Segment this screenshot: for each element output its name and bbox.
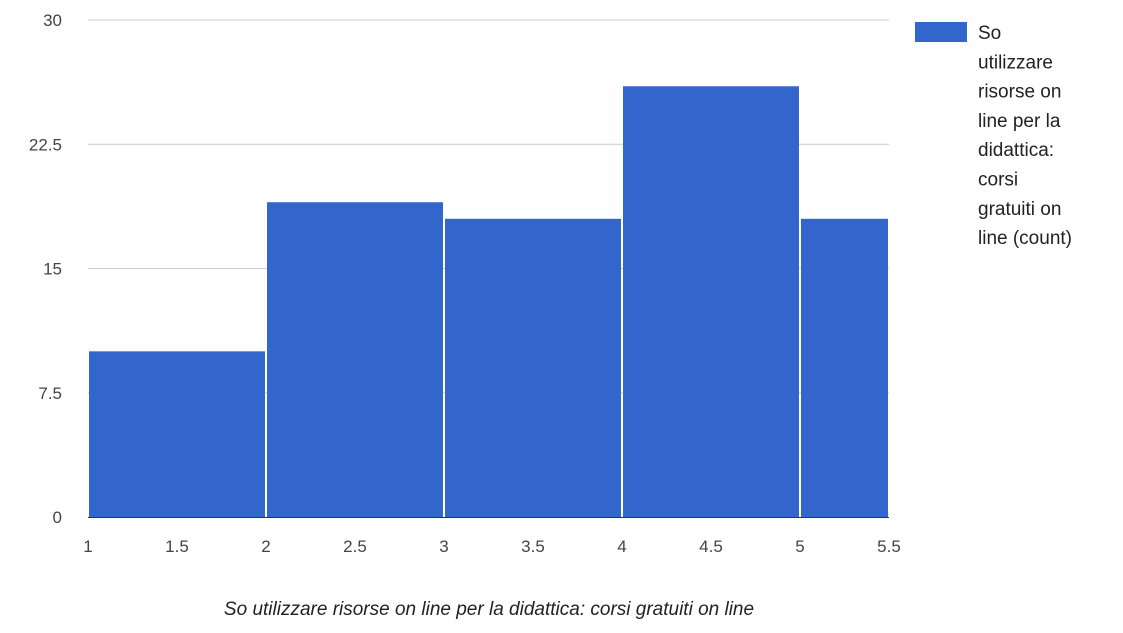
histogram-bar (445, 218, 621, 518)
legend-swatch (915, 22, 967, 42)
y-tick-label: 22.5 (29, 135, 62, 154)
bars (88, 86, 889, 518)
x-tick-label: 4 (617, 537, 626, 556)
legend-label-line: didattica: (978, 140, 1054, 161)
y-axis-ticks: 0 7.5 15 22.5 30 (29, 11, 62, 527)
x-tick-label: 1.5 (165, 537, 189, 556)
x-tick-label: 5 (795, 537, 804, 556)
y-tick-label: 0 (53, 508, 62, 527)
histogram-bar (89, 351, 265, 517)
x-tick-label: 2.5 (343, 537, 367, 556)
x-axis-title: So utilizzare risorse on line per la did… (224, 599, 754, 620)
x-tick-label: 2 (261, 537, 270, 556)
histogram-bar (267, 202, 443, 517)
x-axis-ticks: 1 1.5 2 2.5 3 3.5 4 4.5 5 5.5 (83, 537, 901, 556)
legend-label-line: So (978, 23, 1001, 44)
x-tick-label: 1 (83, 537, 92, 556)
histogram-bar (801, 218, 888, 518)
x-tick-label: 4.5 (699, 537, 723, 556)
legend: So utilizzare risorse on line per la didatti… (915, 22, 1072, 249)
legend-label-line: gratuiti on (978, 199, 1061, 220)
legend-label: So utilizzare risorse on line per la didatti… (978, 23, 1072, 249)
legend-label-line: line (count) (978, 228, 1072, 249)
legend-label-line: line per la (978, 111, 1061, 132)
x-tick-label: 3 (439, 537, 448, 556)
y-tick-label: 15 (43, 260, 62, 279)
x-tick-label: 5.5 (877, 537, 901, 556)
y-tick-label: 7.5 (38, 384, 62, 403)
legend-label-line: utilizzare (978, 52, 1053, 73)
x-tick-label: 3.5 (521, 537, 545, 556)
y-tick-label: 30 (43, 11, 62, 30)
legend-label-line: risorse on (978, 82, 1061, 103)
histogram-bar (623, 86, 799, 518)
legend-label-line: corsi (978, 170, 1018, 191)
